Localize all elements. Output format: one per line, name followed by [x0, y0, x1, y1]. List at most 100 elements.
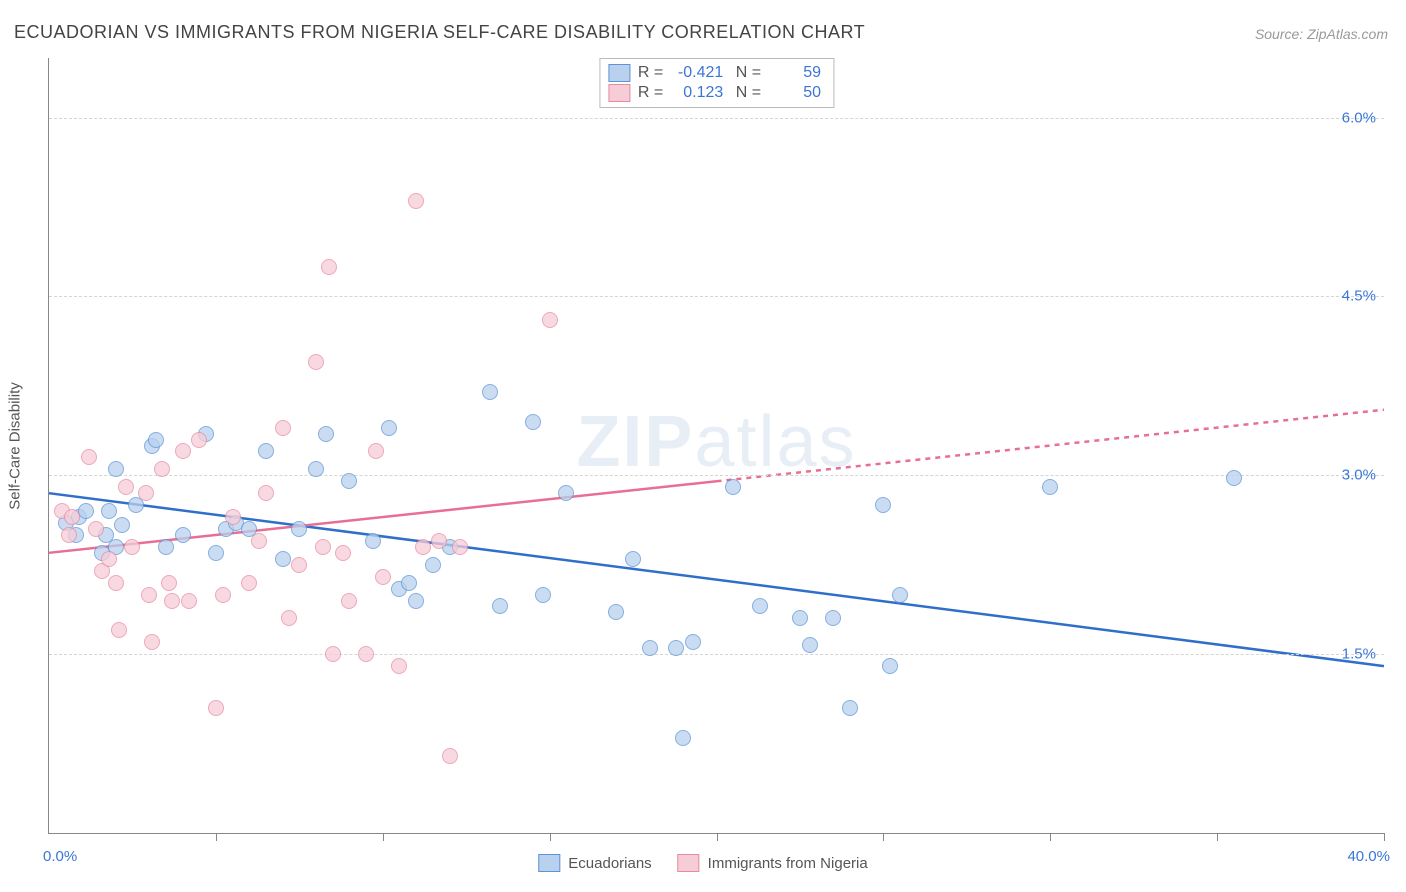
- x-tick: [550, 833, 551, 841]
- data-point-series-0: [558, 485, 574, 501]
- data-point-series-1: [335, 545, 351, 561]
- x-tick: [216, 833, 217, 841]
- data-point-series-1: [258, 485, 274, 501]
- data-point-series-0: [408, 593, 424, 609]
- data-point-series-0: [882, 658, 898, 674]
- data-point-series-1: [108, 575, 124, 591]
- data-point-series-1: [164, 593, 180, 609]
- data-point-series-1: [415, 539, 431, 555]
- x-axis-label-max: 40.0%: [1347, 848, 1390, 865]
- data-point-series-0: [842, 700, 858, 716]
- legend-label-1: Immigrants from Nigeria: [708, 855, 868, 872]
- data-point-series-0: [792, 610, 808, 626]
- stat-label-n: N =: [731, 64, 761, 82]
- data-point-series-1: [64, 509, 80, 525]
- y-tick-label: 3.0%: [1342, 467, 1376, 484]
- data-point-series-0: [492, 598, 508, 614]
- swatch-series-1: [608, 84, 630, 102]
- bottom-legend: Ecuadorians Immigrants from Nigeria: [538, 854, 867, 872]
- stats-row-series-0: R = -0.421 N = 59: [608, 63, 821, 83]
- data-point-series-0: [608, 604, 624, 620]
- data-point-series-0: [158, 539, 174, 555]
- data-point-series-0: [114, 517, 130, 533]
- x-axis-label-min: 0.0%: [43, 848, 77, 865]
- data-point-series-1: [101, 551, 117, 567]
- legend-label-0: Ecuadorians: [568, 855, 651, 872]
- data-point-series-0: [675, 730, 691, 746]
- data-point-series-1: [542, 312, 558, 328]
- data-point-series-0: [668, 640, 684, 656]
- data-point-series-1: [215, 587, 231, 603]
- stats-row-series-1: R = 0.123 N = 50: [608, 83, 821, 103]
- data-point-series-1: [251, 533, 267, 549]
- data-point-series-0: [425, 557, 441, 573]
- plot-area: Self-Care Disability ZIPatlas R = -0.421…: [48, 58, 1384, 834]
- stat-n-0: 59: [769, 64, 821, 82]
- data-point-series-1: [225, 509, 241, 525]
- stat-label-n: N =: [731, 84, 761, 102]
- legend-item-1: Immigrants from Nigeria: [678, 854, 868, 872]
- x-tick: [383, 833, 384, 841]
- data-point-series-0: [802, 637, 818, 653]
- watermark: ZIPatlas: [576, 400, 856, 482]
- stat-r-0: -0.421: [671, 64, 723, 82]
- x-tick: [1050, 833, 1051, 841]
- data-point-series-1: [442, 748, 458, 764]
- data-point-series-1: [325, 646, 341, 662]
- data-point-series-0: [642, 640, 658, 656]
- data-point-series-0: [525, 414, 541, 430]
- data-point-series-0: [401, 575, 417, 591]
- source-attribution: Source: ZipAtlas.com: [1255, 26, 1388, 42]
- data-point-series-0: [208, 545, 224, 561]
- data-point-series-0: [291, 521, 307, 537]
- legend-item-0: Ecuadorians: [538, 854, 651, 872]
- gridline: [49, 296, 1384, 297]
- data-point-series-0: [275, 551, 291, 567]
- chart-title: ECUADORIAN VS IMMIGRANTS FROM NIGERIA SE…: [14, 22, 865, 43]
- x-tick: [717, 833, 718, 841]
- data-point-series-1: [61, 527, 77, 543]
- data-point-series-1: [118, 479, 134, 495]
- data-point-series-1: [161, 575, 177, 591]
- data-point-series-1: [124, 539, 140, 555]
- gridline: [49, 475, 1384, 476]
- data-point-series-1: [208, 700, 224, 716]
- data-point-series-1: [144, 634, 160, 650]
- gridline: [49, 118, 1384, 119]
- data-point-series-0: [318, 426, 334, 442]
- data-point-series-0: [175, 527, 191, 543]
- swatch-series-0: [608, 64, 630, 82]
- data-point-series-1: [88, 521, 104, 537]
- data-point-series-0: [148, 432, 164, 448]
- data-point-series-1: [291, 557, 307, 573]
- data-point-series-1: [368, 443, 384, 459]
- x-tick: [1384, 833, 1385, 841]
- stat-label-r: R =: [638, 84, 663, 102]
- legend-swatch-1: [678, 854, 700, 872]
- data-point-series-1: [375, 569, 391, 585]
- gridline: [49, 654, 1384, 655]
- legend-swatch-0: [538, 854, 560, 872]
- data-point-series-0: [1226, 470, 1242, 486]
- x-tick: [883, 833, 884, 841]
- trend-line-series-1: [717, 410, 1385, 482]
- data-point-series-1: [358, 646, 374, 662]
- data-point-series-0: [725, 479, 741, 495]
- chart-container: ECUADORIAN VS IMMIGRANTS FROM NIGERIA SE…: [0, 0, 1406, 892]
- y-tick-label: 4.5%: [1342, 288, 1376, 305]
- data-point-series-1: [391, 658, 407, 674]
- data-point-series-1: [154, 461, 170, 477]
- data-point-series-1: [431, 533, 447, 549]
- data-point-series-1: [275, 420, 291, 436]
- data-point-series-0: [1042, 479, 1058, 495]
- data-point-series-1: [191, 432, 207, 448]
- y-tick-label: 1.5%: [1342, 646, 1376, 663]
- data-point-series-0: [341, 473, 357, 489]
- data-point-series-1: [181, 593, 197, 609]
- data-point-series-0: [535, 587, 551, 603]
- data-point-series-1: [175, 443, 191, 459]
- data-point-series-0: [308, 461, 324, 477]
- data-point-series-1: [281, 610, 297, 626]
- data-point-series-1: [308, 354, 324, 370]
- data-point-series-0: [752, 598, 768, 614]
